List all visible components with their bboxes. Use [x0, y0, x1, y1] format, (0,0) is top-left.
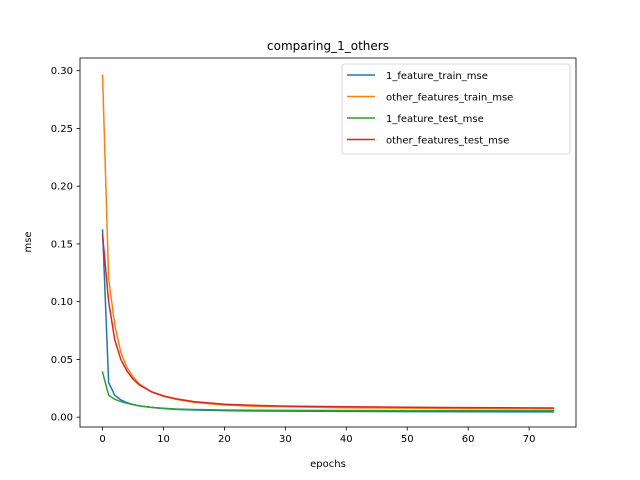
y-tick-label: 0.00	[51, 413, 73, 424]
series-line-other_features_test_mse	[101, 233, 555, 409]
legend-label-other_features_test_mse: other_features_test_mse	[386, 136, 509, 147]
x-tick-label: 20	[218, 434, 231, 445]
legend-label-1_feature_test_mse: 1_feature_test_mse	[386, 114, 484, 125]
x-tick-label: 0	[99, 434, 105, 445]
y-tick-label: 0.15	[51, 239, 73, 250]
y-axis-label: mse	[23, 231, 34, 252]
series-lines	[101, 74, 555, 413]
legend: 1_feature_train_mse other_features_train_…	[341, 63, 571, 155]
x-axis-label: epochs	[310, 459, 346, 470]
axes-frame	[79, 57, 577, 428]
y-tick-label: 0.10	[51, 297, 73, 308]
x-tick-label: 30	[279, 434, 292, 445]
legend-label-1_feature_train_mse: 1_feature_train_mse	[386, 71, 488, 82]
legend-box	[341, 63, 571, 155]
plot-area: 0 10 20 30 40 50 60 70 0.00 0.05 0.10 0.15 0.20 0.25 0…	[51, 57, 577, 445]
x-tick-label: 50	[401, 434, 414, 445]
x-tick-label: 10	[157, 434, 170, 445]
x-tick-label: 60	[462, 434, 475, 445]
x-tick-label: 40	[340, 434, 353, 445]
x-tick-label: 70	[523, 434, 536, 445]
y-tick-label: 0.25	[51, 124, 73, 135]
y-tick-label: 0.05	[51, 355, 73, 366]
series-line-1_feature_test_mse	[101, 371, 555, 412]
chart-title: comparing_1_others	[267, 39, 389, 53]
y-tick-label: 0.30	[51, 66, 73, 77]
legend-label-other_features_train_mse: other_features_train_mse	[386, 93, 513, 104]
y-tick-label: 0.20	[51, 182, 73, 193]
